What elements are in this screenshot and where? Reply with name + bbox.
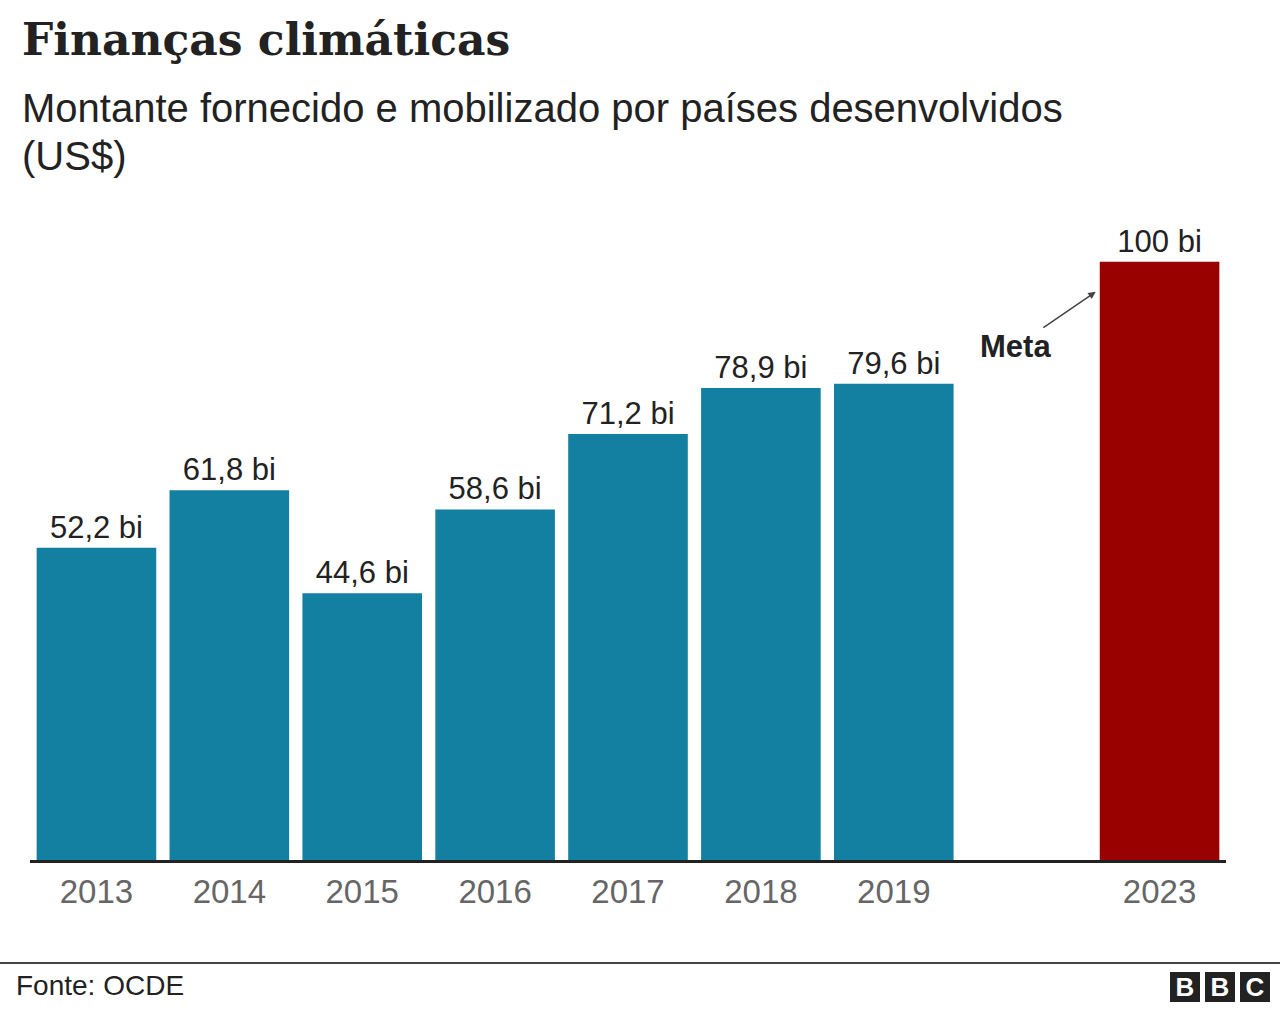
- svg-text:2014: 2014: [193, 873, 266, 910]
- svg-text:2018: 2018: [724, 873, 797, 910]
- svg-text:44,6 bi: 44,6 bi: [316, 555, 409, 590]
- svg-text:58,6 bi: 58,6 bi: [449, 471, 542, 506]
- svg-text:2023: 2023: [1123, 873, 1196, 910]
- svg-text:2013: 2013: [60, 873, 133, 910]
- html-text:B: B: [1210, 972, 1230, 1002]
- html-text:Montante fornecido e mobilizad: Montante fornecido e mobilizado por país…: [22, 86, 1063, 178]
- html-text:Finanças climáticas: Finanças climáticas: [22, 14, 511, 65]
- svg-text:79,6 bi: 79,6 bi: [847, 346, 940, 381]
- svg-text:2015: 2015: [326, 873, 399, 910]
- html-text:C: C: [1245, 972, 1265, 1002]
- svg-text:2019: 2019: [857, 873, 930, 910]
- svg-text:78,9 bi: 78,9 bi: [714, 350, 807, 385]
- svg-text:2016: 2016: [458, 873, 531, 910]
- html-text:Fonte: OCDE: Fonte: OCDE: [16, 970, 185, 1001]
- html-text:B: B: [1175, 972, 1195, 1002]
- svg-text:52,2 bi: 52,2 bi: [50, 510, 143, 545]
- svg-text:2017: 2017: [591, 873, 664, 910]
- svg-text:Meta: Meta: [980, 329, 1051, 364]
- svg-text:61,8 bi: 61,8 bi: [183, 452, 276, 487]
- svg-text:71,2 bi: 71,2 bi: [581, 396, 674, 431]
- svg-text:100 bi: 100 bi: [1117, 224, 1201, 259]
